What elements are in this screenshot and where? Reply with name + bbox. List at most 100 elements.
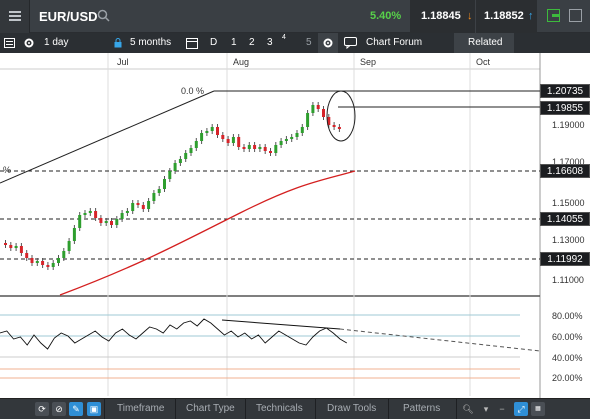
candle-body [136,203,140,205]
candle-body [242,147,246,149]
bottom-bar: ⟳ ⊘ ✎ ▣ Timeframe Chart Type Technicals … [0,398,590,419]
symbol-title[interactable]: EUR/USD [39,9,98,24]
axis-label-3: 1.15000 [552,198,585,208]
interval-select[interactable]: 1 day [44,37,69,48]
chart-forum-button[interactable]: Chart Forum [366,37,423,48]
candle-body [141,205,145,209]
settings-button[interactable] [318,33,338,53]
month-label-aug: Aug [233,57,250,67]
bid-price-button[interactable]: 1.18845 ↓ [410,0,475,33]
candle-body [125,211,129,213]
candle-body [274,145,278,153]
chart-type-menu[interactable]: Chart Type [186,403,235,414]
candle-body [94,211,98,218]
candle-body [306,113,310,127]
zoom-out-icon[interactable]: − [499,404,505,414]
search-icon[interactable] [97,9,110,22]
candle-body [231,137,235,143]
period-2[interactable]: 2 [249,37,255,48]
candle-body [9,245,13,248]
fullscreen-icon[interactable]: ⤢ [514,402,528,416]
price-box-3: 1.16608 [540,164,590,178]
range-select[interactable]: 5 months [130,37,172,48]
window-icon[interactable] [569,9,582,22]
candle-body [30,258,34,263]
candle-body [311,105,315,113]
month-label-sep: Sep [360,57,377,67]
candle-body [290,137,294,139]
candle-body [14,246,18,248]
zoom-icon[interactable]: 🔍︎ [462,404,474,414]
cancel-icon[interactable]: ⊘ [52,402,66,416]
candle-body [62,251,66,258]
chart-canvas[interactable] [0,53,590,398]
candle-body [178,159,182,163]
related-button[interactable]: Related [454,33,514,53]
price-box-5: 1.11992 [540,252,590,266]
axis-label-1: 1.19000 [552,120,585,130]
candle-body [35,261,39,263]
zoom-dropdown-icon[interactable]: ▾ [483,404,489,414]
candle-body [216,127,219,135]
patterns-menu[interactable]: Patterns [403,403,441,414]
refresh-icon[interactable]: ⟳ [35,402,49,416]
candle-body [57,258,60,263]
candle-body [200,133,204,141]
candle-body [25,253,29,258]
pencil-icon[interactable]: ✎ [69,402,83,416]
candle-body [78,215,82,228]
calendar-icon[interactable] [186,37,198,49]
candle-body [247,145,251,149]
candle-body [189,148,193,153]
candle-body [152,193,156,201]
menu-icon [9,11,21,13]
candle-body [41,261,45,265]
fib-label-left: % [3,165,12,175]
period-d[interactable]: D [210,37,218,48]
ask-price-button[interactable]: 1.18852 ↑ [475,0,537,33]
rsi-label-40: 40.00% [552,353,583,363]
candle-body [72,228,76,241]
candle-body [295,133,299,137]
rsi-label-20: 20.00% [552,373,583,383]
technicals-menu[interactable]: Technicals [256,403,303,414]
axis-label-5: 1.11000 [552,275,584,285]
toggle-icon[interactable]: ▣ [87,402,101,416]
fib-label-top: 0.0 % [181,86,205,96]
top-bar: EUR/USD 5.40% 1.18845 ↓ 1.18852 ↑ [0,0,590,33]
candle-body [210,127,214,131]
candle-body [316,105,320,109]
month-label-jul: Jul [117,57,129,67]
menu-button[interactable] [0,0,30,33]
period-5[interactable]: 5 [306,37,312,48]
period-3[interactable]: 3 [267,37,273,48]
period-4[interactable]: 4 [282,34,286,41]
candle-body [163,179,166,189]
list-icon[interactable] [4,38,15,48]
candle-body [99,218,103,223]
gear-icon [323,38,333,48]
candle-body [237,137,241,147]
price-box-2: 1.19855 [540,101,590,115]
rsi-line [0,318,348,350]
candle-body [168,171,172,179]
candle-body [269,151,272,153]
grid-icon[interactable]: ▦ [531,402,545,416]
draw-tools-menu[interactable]: Draw Tools [327,403,377,414]
price-chart[interactable]: Jul Aug Sep Oct 0.0 % % 1.20735 1.19855 … [0,53,590,398]
candle-body [337,127,341,129]
gear-icon[interactable] [23,37,35,49]
period-1[interactable]: 1 [231,37,237,48]
candle-body [147,201,151,209]
ask-price: 1.18852 [484,10,524,22]
fib-trend-line [0,90,215,184]
lock-icon [114,38,122,48]
timeframe-menu[interactable]: Timeframe [117,403,165,414]
candle-body [67,241,71,251]
rsi-label-80: 80.00% [552,311,583,321]
candle-body [120,213,124,219]
candle-body [253,145,257,149]
candle-body [205,131,209,133]
candle-body [4,243,7,245]
